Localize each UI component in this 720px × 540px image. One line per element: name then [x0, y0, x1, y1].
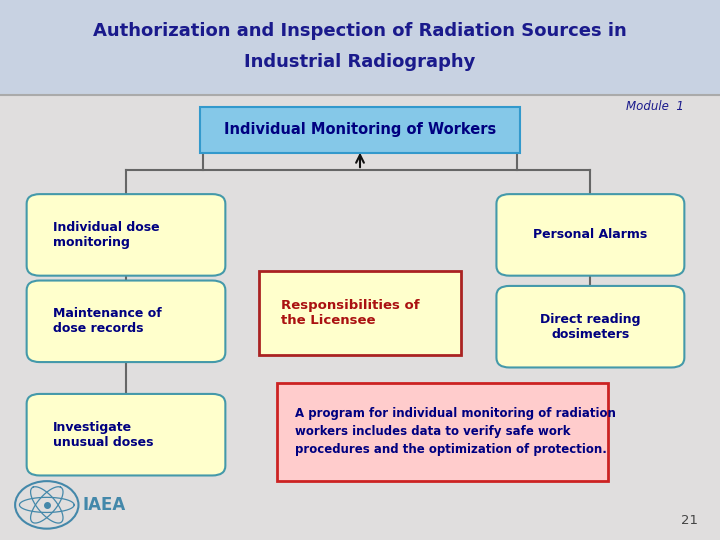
FancyBboxPatch shape [496, 286, 684, 367]
Text: Individual dose
monitoring: Individual dose monitoring [53, 221, 159, 249]
Text: Direct reading
dosimeters: Direct reading dosimeters [540, 313, 641, 341]
FancyBboxPatch shape [199, 106, 520, 152]
FancyBboxPatch shape [27, 194, 225, 275]
Text: Module  1: Module 1 [626, 100, 684, 113]
Text: Investigate
unusual doses: Investigate unusual doses [53, 421, 153, 449]
FancyBboxPatch shape [27, 280, 225, 362]
Text: 21: 21 [681, 514, 698, 526]
Text: A program for individual monitoring of radiation
workers includes data to verify: A program for individual monitoring of r… [295, 408, 616, 456]
FancyBboxPatch shape [27, 394, 225, 475]
FancyBboxPatch shape [259, 271, 461, 355]
Text: Industrial Radiography: Industrial Radiography [244, 53, 476, 71]
Text: Maintenance of
dose records: Maintenance of dose records [53, 307, 161, 335]
Text: Personal Alarms: Personal Alarms [534, 228, 647, 241]
FancyBboxPatch shape [0, 0, 720, 94]
Text: IAEA: IAEA [83, 496, 126, 514]
Text: Responsibilities of
the Licensee: Responsibilities of the Licensee [281, 299, 420, 327]
FancyBboxPatch shape [496, 194, 684, 275]
FancyBboxPatch shape [277, 383, 608, 481]
Text: Authorization and Inspection of Radiation Sources in: Authorization and Inspection of Radiatio… [93, 22, 627, 40]
Text: Individual Monitoring of Workers: Individual Monitoring of Workers [224, 122, 496, 137]
